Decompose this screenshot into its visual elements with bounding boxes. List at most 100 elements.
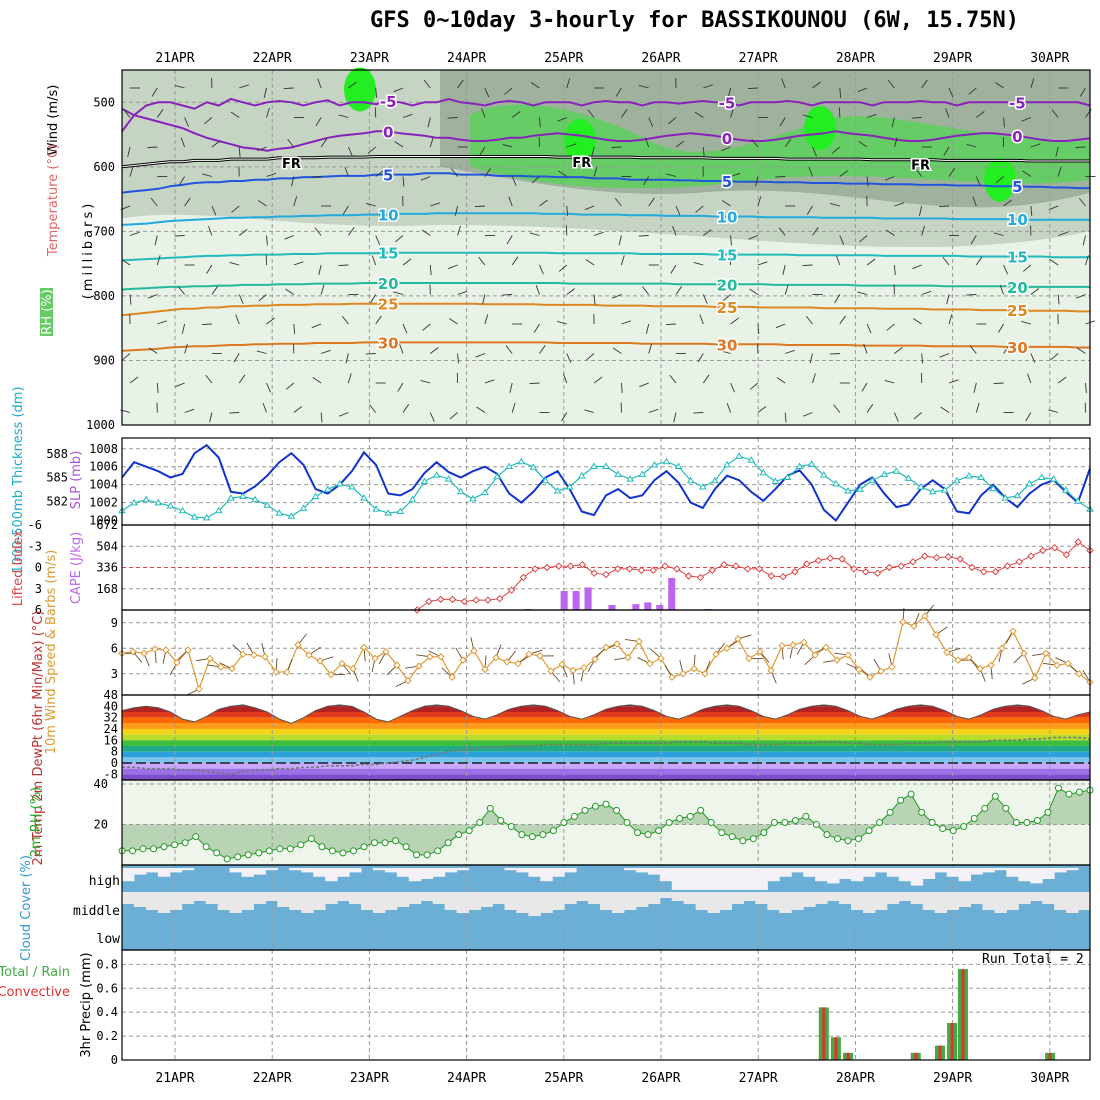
wind-barb xyxy=(539,117,541,128)
wind-barb xyxy=(972,196,977,207)
wind-speed-point xyxy=(591,655,599,664)
top-date-label: 27APR xyxy=(739,51,778,66)
wind-barb xyxy=(211,205,217,216)
cloud-middle-cell xyxy=(970,892,983,904)
precip-tick-label: 0.4 xyxy=(96,1005,118,1019)
wind-barb xyxy=(365,353,376,355)
cloud-high-cell xyxy=(337,868,350,877)
wind-barb xyxy=(479,146,486,156)
wind-barb xyxy=(866,323,872,334)
wind-speed-point xyxy=(261,653,269,661)
isotherm-label: 25 xyxy=(1007,302,1028,320)
thickness-point xyxy=(638,470,647,477)
wind-barb xyxy=(757,196,762,207)
wind-barb xyxy=(757,323,760,335)
wind-barb xyxy=(233,353,240,363)
wind-barb xyxy=(584,205,595,211)
cloud-middle-cell xyxy=(540,892,553,913)
wind-barb xyxy=(338,264,349,267)
wind-barb xyxy=(784,284,789,295)
wind-barb xyxy=(474,205,485,208)
wind-barb xyxy=(730,382,735,393)
wind-barb xyxy=(697,353,704,363)
wind-barb xyxy=(891,117,895,128)
wind-barb xyxy=(206,264,213,274)
wind-barb xyxy=(509,382,513,393)
wind-barb xyxy=(702,294,708,304)
wind-speed-point xyxy=(987,661,995,669)
wind-barb xyxy=(1057,294,1060,305)
wind-barb xyxy=(693,412,704,414)
bottom-date-label: 25APR xyxy=(544,1071,583,1086)
cloud-high-cell xyxy=(719,868,732,890)
wind-barb xyxy=(511,402,516,413)
cloud-high-cell xyxy=(528,868,541,877)
wind-barb xyxy=(812,373,816,384)
wind-barb xyxy=(502,143,513,148)
cloud-middle-cell xyxy=(600,892,613,910)
wind-barb xyxy=(802,264,813,267)
wind-barb xyxy=(1082,235,1086,246)
slp-axis-title: SLP (mb) xyxy=(69,451,84,510)
wind-barb xyxy=(621,320,632,325)
wind-barb xyxy=(481,107,486,118)
wind-speed-point xyxy=(558,660,566,669)
lifted-axis-title: Lifted Index xyxy=(11,529,26,606)
wind-barb xyxy=(975,402,980,413)
wind-barb xyxy=(1030,143,1041,148)
cloud-middle-cell xyxy=(289,892,302,910)
rh-point xyxy=(581,806,589,814)
cloud-high-cell xyxy=(1042,868,1055,879)
lifted-index-point xyxy=(708,566,716,575)
isotherm-label: 25 xyxy=(717,299,738,317)
cloud-middle-cell xyxy=(576,892,589,901)
cloud-high-cell xyxy=(444,868,458,873)
isotherm-label: -5 xyxy=(380,93,397,111)
rh-point xyxy=(192,833,200,841)
wind-barb xyxy=(940,406,950,413)
wind-barb xyxy=(457,353,459,364)
cloud-high-cell xyxy=(862,868,876,877)
wind-barb xyxy=(727,87,732,98)
wind-speed-point xyxy=(360,643,368,652)
wind-barb xyxy=(178,286,185,295)
wind-barb xyxy=(533,323,540,333)
rh-point xyxy=(960,823,968,831)
wind-barb xyxy=(945,107,950,118)
wind-barb xyxy=(1022,264,1032,272)
cloud-high-cell xyxy=(791,868,804,873)
thickness-point xyxy=(807,460,816,467)
wind-barb xyxy=(347,146,353,157)
rh-point xyxy=(444,839,452,847)
wind-barb xyxy=(320,349,331,354)
rh-peak xyxy=(564,119,596,163)
wind-barb xyxy=(665,323,677,326)
wind-barb xyxy=(939,353,950,358)
wind-barb xyxy=(1076,347,1086,354)
freezing-level-label: FR xyxy=(282,157,301,172)
cloud-high-cell xyxy=(767,868,780,882)
wind-barb xyxy=(156,255,161,266)
lifted-tick-label: 0 xyxy=(35,561,42,575)
lifted-index-point xyxy=(425,597,433,606)
rh-point xyxy=(802,812,810,820)
thickness-point xyxy=(142,495,151,503)
wind-barb xyxy=(457,290,468,295)
wind-barb xyxy=(482,294,486,305)
rh-point xyxy=(886,808,894,816)
thickness-tick-label: 585 xyxy=(46,471,68,485)
rh-point xyxy=(1023,819,1031,826)
cloud-middle-cell xyxy=(779,892,792,913)
cloud-high-cell xyxy=(827,868,840,884)
thickness-point xyxy=(190,513,199,520)
isotherm-5 xyxy=(121,172,1090,194)
wind-speed-point xyxy=(184,646,192,654)
wind-speed-point xyxy=(646,659,654,668)
wind-speed-point xyxy=(723,644,731,652)
freezing-level-label: FR xyxy=(572,156,591,171)
cloud-middle-cell xyxy=(408,892,422,904)
rh-point xyxy=(1002,804,1010,812)
rh-point xyxy=(423,851,431,859)
cloud-middle-cell xyxy=(719,892,732,910)
wind-speed-point xyxy=(1009,627,1017,635)
